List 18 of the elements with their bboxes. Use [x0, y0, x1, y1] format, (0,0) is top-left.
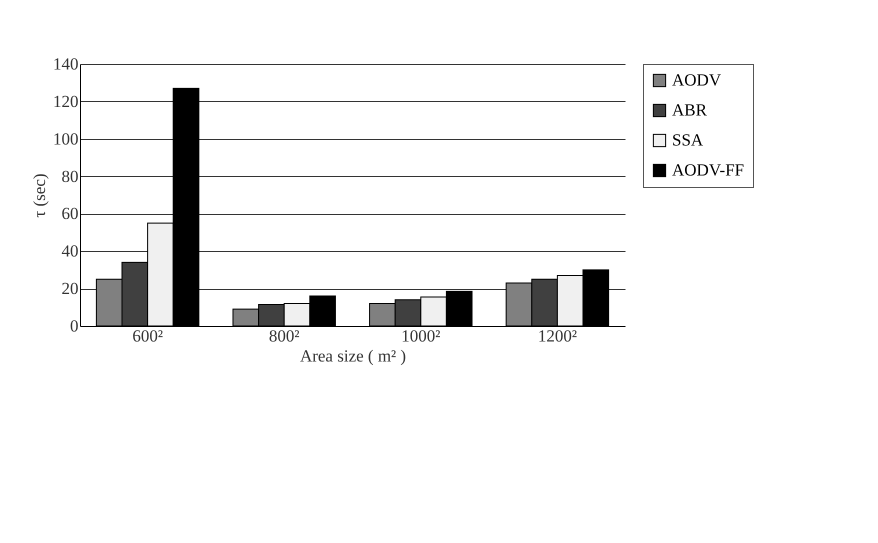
y-tick-label: 140 — [53, 54, 78, 74]
legend-label: AODV — [672, 70, 722, 90]
y-tick-label: 40 — [62, 242, 78, 261]
x-tick-label: 1000² — [401, 326, 440, 346]
x-tick-label: 800² — [268, 326, 300, 346]
legend-label: SSA — [672, 130, 704, 150]
y-tick-label: 100 — [53, 129, 78, 148]
y-tick-label: 20 — [62, 279, 78, 298]
x-axis-title: Area size ( m² ) — [300, 346, 406, 366]
legend-label: ABR — [672, 100, 708, 120]
x-tick-label: 600² — [132, 326, 163, 346]
y-tick-label: 80 — [62, 166, 78, 186]
x-tick-label: 1200² — [538, 326, 577, 346]
y-axis-title: τ (sec) — [30, 173, 49, 218]
y-tick-label: 60 — [62, 204, 78, 224]
legend-label: AODV-FF — [672, 160, 744, 180]
y-tick-label: 120 — [53, 92, 78, 111]
y-tick-label: 0 — [70, 316, 78, 336]
